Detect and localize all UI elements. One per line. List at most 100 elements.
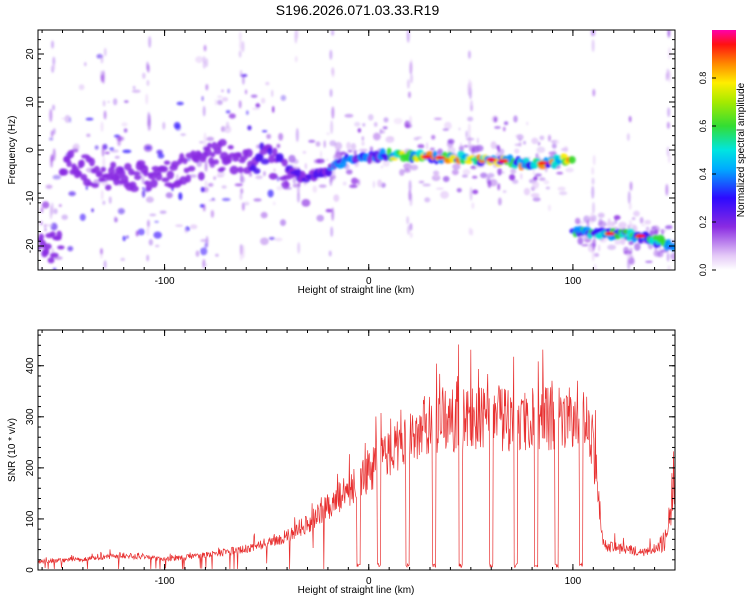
spectrogram-cell [547,204,552,212]
spectrogram-cell [406,216,410,225]
spectrogram-cell [350,143,357,151]
colorbar-label: Normalized spectral amplitude [736,82,747,217]
y-tick-label: 400 [25,357,36,374]
spectrogram-cell [195,56,204,64]
spectrogram-cell [332,167,336,182]
spectrogram-cell [344,113,354,118]
spectrogram-cell [103,110,107,120]
spectrogram-cell [52,104,56,111]
spectrogram-cell [56,302,64,310]
spectrogram-cell [318,184,327,188]
spectrogram-cell [255,103,261,108]
spectrogram-cell [88,157,95,167]
spectrogram-cell [206,142,213,149]
colorbar-tick-label: 0.6 [698,120,708,133]
spectrogram-cell [490,141,497,150]
spectrogram-cell [146,119,150,128]
spectrogram-cell [447,138,455,145]
spectrogram-cell [409,151,418,156]
spectrogram-cell [146,79,150,86]
spectrogram-cell [213,159,219,165]
spectrogram-cell [84,62,87,67]
spectrogram-peak [537,161,548,165]
spectrogram-cell [159,165,168,173]
y-tick-label: 0 [25,567,36,573]
spectrogram-cell [276,185,283,191]
spectrogram-cell [142,187,145,190]
spectrogram-cell [268,172,278,180]
spectrogram-cell [597,212,605,218]
spectrogram-cell [68,191,76,197]
spectrogram-cell [408,115,412,127]
spectrogram-cell [285,179,288,188]
spectrogram-cell [225,121,230,129]
spectrogram-cell [241,202,245,211]
spectrogram-peak [435,155,446,160]
spectrogram-cell [116,136,125,142]
spectrogram-cell [85,117,94,121]
spectrogram-cell [145,184,153,192]
spectrogram-cell [186,157,191,162]
spectrogram-cell [498,170,501,176]
spectrogram-cell [330,120,334,134]
spectrogram-cell [470,165,477,170]
spectrogram-cell [382,159,390,167]
spectrogram-cell [243,201,250,206]
spectrogram-cell [237,166,244,173]
spectrogram-cell [217,95,223,99]
spectrogram-cell [645,260,653,263]
spectrogram-cell [639,217,644,224]
spectrogram-x-label: Height of straight line (km) [298,285,415,296]
spectrogram-cell [590,212,594,225]
spectrogram-peak [498,159,509,163]
spectrogram-cell [145,93,149,105]
spectrogram-cell [227,145,234,150]
spectrogram-cell [591,167,595,175]
spectrogram-cell [126,235,129,239]
spectrogram-cell [418,180,425,184]
spectrogram-cell [409,164,419,171]
spectrogram-cell [102,200,106,205]
spectrogram-cell [112,271,117,273]
snr-y-label: SNR (10 * v/v) [7,418,18,482]
spectrogram-y-label: Frequency (Hz) [7,116,18,185]
spectrogram-cell [241,40,245,53]
spectrogram-cell [442,175,450,183]
spectrogram-cell [409,58,413,73]
spectrogram-y-axis: -20 -10 0 10 20 [25,29,675,271]
spectrogram-cell [342,181,347,186]
spectrogram-cell [175,224,184,227]
spectrogram-cell [629,181,633,191]
spectrogram-cell [206,136,215,142]
spectrogram-cell [207,182,214,187]
page-title: S196.2026.071.03.33.R19 [275,2,440,18]
spectrogram-cell [593,234,597,248]
spectrogram-cell [50,155,54,168]
spectrogram-cell [502,126,506,132]
spectrogram-cell [645,226,650,232]
spectrogram-cell [440,190,449,199]
spectrogram-cell [667,30,671,37]
spectrogram-cell [122,149,132,154]
spectrogram-cell [44,227,47,232]
spectrogram-cell [134,174,142,181]
spectrogram-cell [154,220,159,223]
spectrogram-cell [221,89,224,93]
spectrogram-cell [60,117,70,120]
spectrogram-cell [581,244,589,247]
spectrogram-cell [467,116,474,122]
spectrogram-cell [329,176,333,183]
spectrogram-cell [628,116,632,123]
spectrogram-cell [176,101,184,106]
spectrogram-cell [199,140,204,144]
spectrogram-cell [165,192,173,199]
colorbar-tick-label: 0.4 [698,168,708,181]
x-tick-label: 100 [565,276,582,287]
spectrogram-cell [328,250,332,257]
spectrogram-cell [607,244,617,250]
spectrogram-cell [245,110,249,115]
spectrogram-cell [574,217,581,225]
spectrogram-x-axis: -100 0 100 [41,30,676,287]
spectrogram-cell [459,142,463,148]
spectrogram-cell [591,202,595,214]
